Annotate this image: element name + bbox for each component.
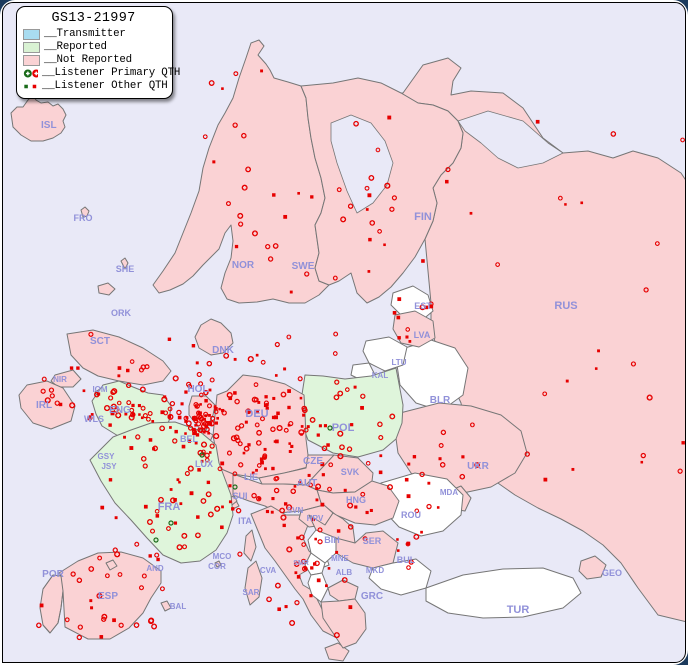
svg-text:LUX: LUX [195, 459, 213, 469]
svg-text:NIR: NIR [53, 375, 67, 384]
svg-text:WLS: WLS [84, 414, 104, 424]
svg-text:MNE: MNE [331, 554, 349, 563]
svg-text:NOR: NOR [232, 260, 255, 271]
svg-text:POR: POR [42, 569, 64, 580]
svg-text:SUI: SUI [232, 491, 247, 501]
svg-text:FIN: FIN [414, 211, 432, 223]
svg-text:CZE: CZE [303, 456, 323, 467]
svg-text:SER: SER [363, 536, 382, 546]
svg-text:ALB: ALB [336, 568, 353, 577]
svg-text:UKR: UKR [467, 461, 489, 472]
svg-text:GSY: GSY [98, 452, 116, 461]
svg-text:ESP: ESP [98, 591, 118, 602]
svg-text:MKD: MKD [366, 566, 384, 575]
svg-text:FRO: FRO [74, 213, 93, 223]
svg-text:SHE: SHE [116, 264, 135, 274]
svg-text:SMR: SMR [293, 560, 309, 567]
svg-text:GEO: GEO [602, 568, 622, 578]
svg-text:KAL: KAL [372, 371, 389, 380]
svg-text:HRV: HRV [307, 514, 324, 523]
svg-text:ISL: ISL [41, 120, 57, 131]
svg-text:LTU: LTU [392, 358, 407, 367]
svg-text:LIE: LIE [244, 472, 258, 482]
svg-text:JSY: JSY [101, 462, 117, 471]
svg-text:ENG: ENG [109, 405, 131, 416]
svg-text:DNK: DNK [212, 345, 234, 356]
svg-text:SCT: SCT [90, 336, 110, 347]
svg-text:ORK: ORK [111, 308, 132, 318]
svg-text:MCO: MCO [213, 552, 232, 561]
svg-text:GRC: GRC [361, 591, 383, 602]
svg-text:SAR: SAR [243, 588, 260, 597]
svg-text:BIH: BIH [324, 535, 340, 545]
svg-text:EST: EST [414, 301, 432, 311]
svg-text:IRL: IRL [36, 400, 52, 411]
svg-text:BLR: BLR [430, 395, 451, 406]
svg-text:TUR: TUR [507, 604, 530, 616]
svg-text:BEL: BEL [180, 434, 199, 444]
svg-text:BUL: BUL [397, 555, 416, 565]
svg-text:COR: COR [208, 562, 226, 571]
svg-text:ITA: ITA [238, 516, 252, 526]
svg-text:POL: POL [332, 422, 355, 434]
svg-text:AND: AND [146, 564, 164, 573]
svg-text:BAL: BAL [170, 602, 187, 611]
svg-text:RUS: RUS [554, 300, 577, 312]
svg-text:SVN: SVN [287, 506, 304, 515]
svg-text:MDA: MDA [440, 488, 458, 497]
svg-text:DEU: DEU [245, 408, 268, 420]
svg-text:SWE: SWE [292, 261, 315, 272]
svg-text:IOM: IOM [92, 385, 107, 394]
svg-text:AUT: AUT [297, 478, 318, 489]
svg-text:SVK: SVK [341, 467, 360, 477]
svg-text:ROU: ROU [401, 510, 421, 520]
svg-text:HNG: HNG [346, 495, 366, 505]
svg-text:HOL: HOL [187, 384, 208, 395]
svg-text:FRA: FRA [158, 501, 181, 513]
svg-text:LVA: LVA [414, 330, 431, 340]
svg-text:CVA: CVA [260, 566, 277, 575]
